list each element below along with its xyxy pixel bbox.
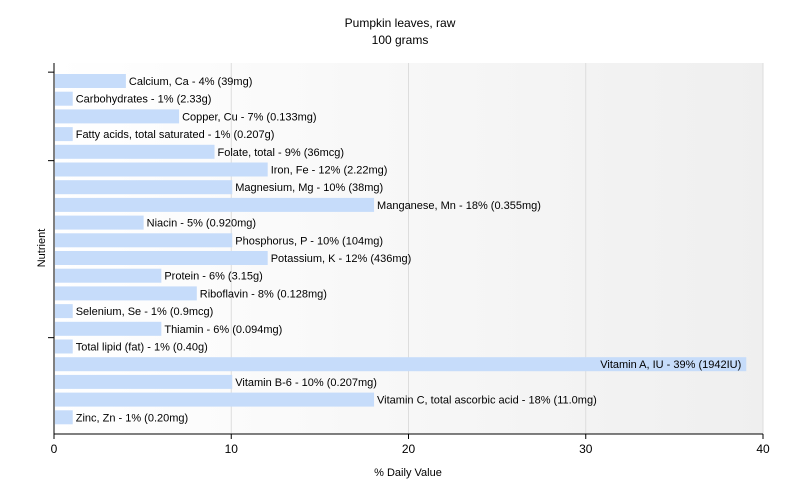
bar <box>55 233 233 248</box>
bar-label: Vitamin B-6 - 10% (0.207mg) <box>235 377 377 389</box>
bar <box>55 215 144 230</box>
bar <box>55 180 233 195</box>
x-axis-label: % Daily Value <box>374 467 442 479</box>
x-tick-label: 0 <box>51 442 58 456</box>
bar <box>55 321 162 336</box>
bar <box>55 109 180 124</box>
bar <box>55 144 215 159</box>
bar-label: Magnesium, Mg - 10% (38mg) <box>235 182 383 194</box>
bar-label: Potassium, K - 12% (436mg) <box>271 253 412 265</box>
bar-label: Folate, total - 9% (36mcg) <box>218 147 345 159</box>
bar <box>55 374 233 389</box>
bar-label: Manganese, Mn - 18% (0.355mg) <box>377 200 541 212</box>
bar <box>55 197 375 212</box>
x-tick-label: 10 <box>225 442 239 456</box>
bar <box>55 268 162 283</box>
bar <box>55 392 375 407</box>
bar <box>55 286 197 301</box>
bar-label: Copper, Cu - 7% (0.133mg) <box>182 111 317 123</box>
bar-label: Zinc, Zn - 1% (0.20mg) <box>76 412 188 424</box>
bar <box>55 251 268 265</box>
bar <box>55 410 73 425</box>
bar-label: Iron, Fe - 12% (2.22mg) <box>271 165 388 177</box>
bar <box>55 127 73 142</box>
bar <box>55 162 268 177</box>
bar-label: Selenium, Se - 1% (0.9mcg) <box>76 306 214 318</box>
bar-label: Vitamin A, IU - 39% (1942IU) <box>600 359 741 371</box>
x-tick-label: 30 <box>579 442 593 456</box>
x-tick-label: 40 <box>756 442 770 456</box>
bar <box>55 74 126 88</box>
bar-label: Protein - 6% (3.15g) <box>164 271 262 283</box>
x-tick-label: 20 <box>402 442 416 456</box>
bar-label: Thiamin - 6% (0.094mg) <box>164 324 282 336</box>
bar <box>55 339 73 354</box>
bar-label: Riboflavin - 8% (0.128mg) <box>200 288 327 300</box>
axes: 0 10 20 30 40 <box>48 63 770 456</box>
bar <box>55 91 73 106</box>
bar-label: Vitamin C, total ascorbic acid - 18% (11… <box>377 395 597 407</box>
bars: Calcium, Ca - 4% (39mg) Carbohydrates - 1… <box>55 74 747 425</box>
chart-subtitle: 100 grams <box>372 33 429 47</box>
bar-label: Niacin - 5% (0.920mg) <box>147 218 256 230</box>
bar-label: Carbohydrates - 1% (2.33g) <box>76 94 212 106</box>
bar-label: Fatty acids, total saturated - 1% (0.207… <box>76 129 275 141</box>
bar <box>55 304 73 319</box>
gridlines <box>230 63 764 434</box>
y-axis-label: Nutrient <box>36 229 48 268</box>
chart-title: Pumpkin leaves, raw <box>345 16 456 30</box>
bar-label: Phosphorus, P - 10% (104mg) <box>235 235 383 247</box>
bar-label: Calcium, Ca - 4% (39mg) <box>129 76 252 88</box>
bar-label: Total lipid (fat) - 1% (0.40g) <box>76 342 208 354</box>
bar <box>55 357 747 372</box>
